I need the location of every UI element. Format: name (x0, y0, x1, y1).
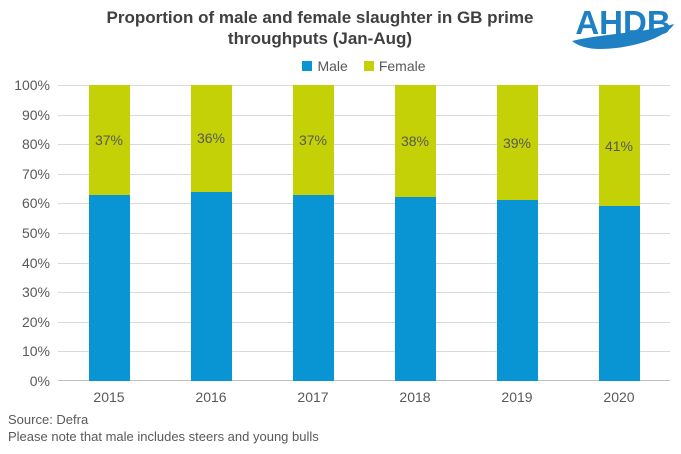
footnote-text: Please note that male includes steers an… (8, 429, 319, 444)
stacked-bar-2017: 37% (292, 85, 334, 381)
bars-container: 37% 36% 37% 38% 39% 41% (58, 85, 670, 381)
gridline (58, 85, 670, 86)
gridline (58, 262, 670, 264)
legend-label: Male (317, 58, 348, 74)
stacked-bar-2020: 41% (598, 85, 640, 381)
x-axis-tick-label: 2018 (399, 389, 431, 405)
legend-swatch-icon (302, 61, 313, 71)
gridline (58, 203, 670, 205)
gridline (58, 292, 670, 294)
y-axis-tick-label: 60% (21, 195, 50, 212)
legend-item-male: Male (302, 58, 348, 74)
y-axis-tick-label: 10% (21, 343, 50, 360)
legend-item-female: Female (363, 58, 426, 74)
female-segment: 39% (496, 85, 538, 201)
legend: Male Female (58, 58, 670, 74)
y-axis-tick-label: 90% (21, 106, 50, 123)
male-segment (292, 194, 334, 381)
bar-column-2019: 39% (466, 85, 568, 381)
gridline (58, 233, 670, 234)
plot-area: 37% 36% 37% 38% 39% 41% (58, 85, 670, 381)
gridline (58, 351, 670, 353)
x-axis-tick-label: 2019 (501, 389, 533, 405)
stacked-bar-2016: 36% (190, 85, 232, 381)
chart-title: Proportion of male and female slaughter … (20, 7, 620, 49)
x-axis-labels: 2015 2016 2017 2018 2019 2020 (58, 389, 670, 405)
bar-column-2018: 38% (364, 85, 466, 381)
gridline (58, 321, 670, 323)
y-axis-tick-label: 30% (21, 284, 50, 301)
female-data-label: 36% (196, 130, 226, 147)
ahdb-logo: AHDB (572, 4, 674, 49)
female-segment: 36% (190, 85, 232, 192)
female-data-label: 37% (94, 131, 124, 148)
gridline (58, 144, 670, 146)
female-segment: 38% (394, 85, 436, 198)
y-axis-tick-label: 20% (21, 313, 50, 330)
male-segment (190, 191, 232, 381)
female-data-label: 41% (604, 137, 634, 154)
x-axis-line (58, 380, 670, 381)
y-axis-tick-label: 70% (21, 165, 50, 182)
y-axis-labels: 100% 90% 80% 70% 60% 50% 40% 30% 20% 10% 0% (0, 77, 50, 389)
x-axis-tick-label: 2016 (195, 389, 227, 405)
chart-title-line2: throughputs (Jan-Aug) (227, 29, 413, 48)
bar-column-2016: 36% (160, 85, 262, 381)
chart-title-line1: Proportion of male and female slaughter … (106, 8, 534, 27)
male-segment (496, 200, 538, 381)
y-axis-tick-label: 100% (14, 77, 50, 93)
bar-column-2015: 37% (58, 85, 160, 381)
female-data-label: 37% (298, 131, 328, 148)
male-segment (88, 194, 130, 381)
ahdb-logo-wave-icon (572, 24, 674, 49)
female-segment: 37% (292, 85, 334, 195)
stacked-bar-2019: 39% (496, 85, 538, 381)
female-data-label: 38% (400, 133, 430, 150)
bar-column-2020: 41% (568, 85, 670, 381)
legend-swatch-icon (363, 61, 374, 71)
stacked-bar-2015: 37% (88, 85, 130, 381)
female-segment: 37% (88, 85, 130, 195)
y-axis-tick-label: 80% (21, 136, 50, 153)
x-axis-tick-label: 2017 (297, 389, 329, 405)
stacked-bar-2018: 38% (394, 85, 436, 381)
y-axis-tick-label: 50% (21, 225, 50, 241)
female-segment: 41% (598, 85, 640, 207)
source-text: Source: Defra (8, 412, 89, 427)
legend-label: Female (378, 58, 426, 74)
male-segment (598, 206, 640, 381)
y-axis-tick-label: 40% (21, 254, 50, 271)
gridline (58, 114, 670, 116)
x-axis-tick-label: 2015 (93, 389, 125, 405)
female-data-label: 39% (502, 134, 532, 151)
bar-column-2017: 37% (262, 85, 364, 381)
y-axis-tick-label: 0% (29, 373, 50, 389)
male-segment (394, 197, 436, 381)
gridline (58, 173, 670, 175)
x-axis-tick-label: 2020 (603, 389, 635, 405)
